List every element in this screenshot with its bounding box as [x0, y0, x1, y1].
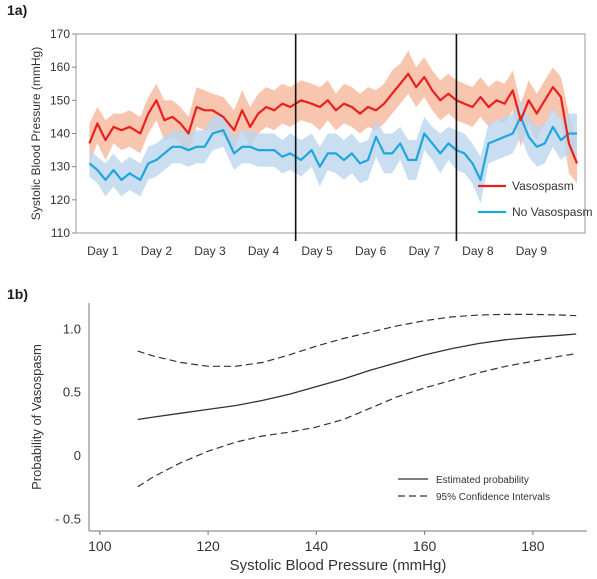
x-tick-label: 120 [196, 538, 220, 554]
no-vasospasm-line [88, 115, 577, 181]
y-tick-label: 0 [74, 448, 81, 463]
x-tick-label: Day 8 [462, 244, 494, 258]
ci-upper-line [137, 313, 577, 367]
chart-1b: - 0.5 0 0.5 1.0 100 120 140 160 180 Systolic Bloo… [29, 303, 587, 574]
x-tick-label: 180 [521, 538, 545, 554]
x-tick-label: Day 9 [516, 244, 548, 258]
x-tick-label: Day 2 [141, 244, 173, 258]
ci-lower-line [137, 353, 577, 488]
y-tick-label: 130 [50, 160, 70, 174]
y-tick-label: 110 [51, 226, 70, 240]
legend-label: Vasospasm [512, 179, 574, 193]
estimated-probability-line [137, 333, 577, 421]
x-tick-label: 160 [413, 538, 437, 554]
vasospasm-line [88, 72, 579, 164]
panel-label-1a: 1a) [7, 2, 28, 18]
legend-label: Estimated probability [436, 475, 529, 486]
y-tick-label: 160 [50, 60, 70, 74]
no-vasospasm-ci-band [89, 100, 578, 204]
x-tick-label: Day 7 [409, 244, 441, 258]
x-tick-label: Day 5 [301, 244, 333, 258]
y-tick-label: - 0.5 [55, 511, 81, 526]
y-tick-label: 150 [50, 93, 70, 107]
chart-1a: 110 120 130 140 150 160 170 Day 1 Day 2 Day 3 Day … [29, 27, 592, 258]
y-axis-label: Probability of Vasospasm [29, 344, 44, 490]
y-tick-label: 170 [50, 27, 70, 41]
x-tick-label: Day 6 [355, 244, 387, 258]
legend-label: No Vasospasm [512, 205, 592, 219]
y-tick-label: 1.0 [63, 321, 81, 336]
y-tick-label: 140 [50, 127, 70, 141]
x-tick-label: 100 [88, 538, 112, 554]
y-tick-label: 0.5 [63, 385, 81, 400]
x-tick-label: Day 1 [87, 244, 119, 258]
legend-label: 95% Confidence Intervals [436, 492, 550, 503]
y-tick-label: 120 [50, 193, 70, 207]
x-axis-label: Systolic Blood Pressure (mmHg) [230, 557, 447, 574]
x-tick-label: 140 [305, 538, 329, 554]
y-axis-label: Systolic Blood Pressure (mmHg) [29, 47, 43, 220]
panel-label-1b: 1b) [7, 286, 28, 302]
vasospasm-ci-band [89, 50, 578, 184]
x-tick-label: Day 4 [248, 244, 280, 258]
x-tick-label: Day 3 [194, 244, 226, 258]
